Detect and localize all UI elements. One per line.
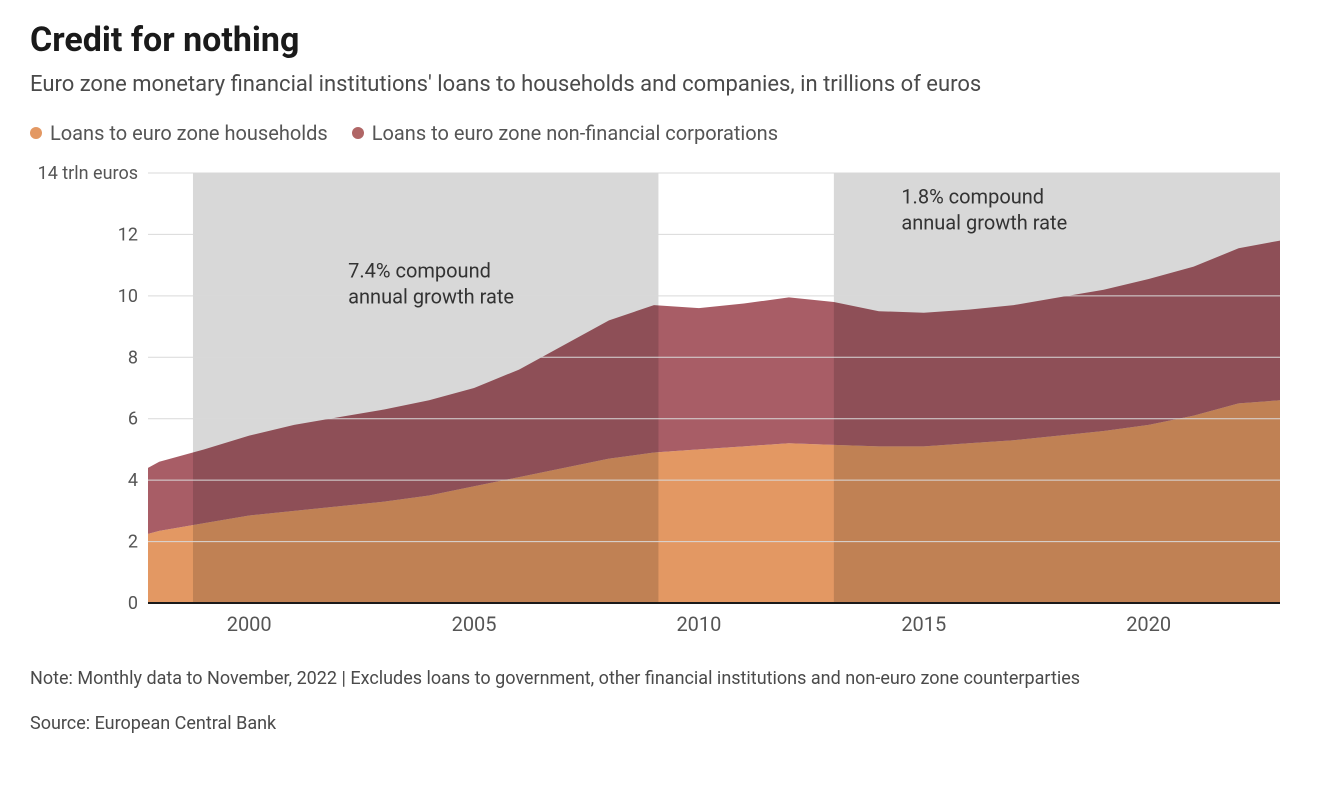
legend: Loans to euro zone households Loans to e… [30,121,1290,145]
chart-subtitle: Euro zone monetary financial institution… [30,72,1290,97]
annotation-0: 7.4% compound [348,258,491,282]
shaded-period-0 [193,173,658,603]
y-tick-label: 0 [128,593,138,614]
legend-label-corporations: Loans to euro zone non-financial corpora… [372,121,778,145]
x-tick-label: 2015 [901,612,946,636]
y-tick-label: 8 [128,347,138,368]
legend-item-households: Loans to euro zone households [30,121,328,145]
annotation-1: annual growth rate [901,211,1067,235]
shaded-period-1 [834,173,1280,603]
chart-svg: 0 2 4 6 8 10 12 14 trln euros 2000 2005 2010 2015 20… [30,163,1290,643]
chart-area: 0 2 4 6 8 10 12 14 trln euros 2000 2005 2010 2015 20… [30,163,1290,647]
y-tick-label: 4 [128,470,138,491]
y-tick-label: 2 [128,532,138,553]
legend-label-households: Loans to euro zone households [50,121,328,145]
x-tick-label: 2020 [1126,612,1171,636]
y-tick-label: 10 [118,286,138,307]
y-tick-label: 12 [118,224,138,245]
chart-title: Credit for nothing [30,20,1290,60]
annotation-1: 1.8% compound [901,185,1044,209]
x-tick-label: 2005 [452,612,497,636]
y-tick-label: 14 trln euros [38,163,138,184]
x-tick-label: 2010 [676,612,721,636]
legend-dot-corporations [352,127,364,139]
legend-dot-households [30,127,42,139]
source-text: Source: European Central Bank [30,710,1290,737]
x-tick-label: 2000 [227,612,272,636]
annotation-0: annual growth rate [348,284,514,308]
note-text: Note: Monthly data to November, 2022 | E… [30,665,1290,692]
y-tick-label: 6 [128,409,138,430]
legend-item-corporations: Loans to euro zone non-financial corpora… [352,121,778,145]
